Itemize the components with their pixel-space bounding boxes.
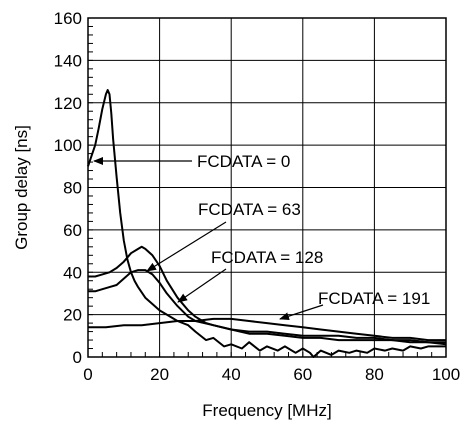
y-tick-label: 120 bbox=[54, 94, 82, 113]
x-tick-label: 20 bbox=[150, 365, 169, 384]
y-tick-label: 60 bbox=[63, 221, 82, 240]
annotation-label-2: FCDATA = 128 bbox=[211, 248, 323, 267]
annotation-arrow-2 bbox=[177, 268, 227, 303]
minor-ticks bbox=[87, 17, 447, 358]
x-tick-label: 100 bbox=[432, 365, 460, 384]
series-layer bbox=[87, 89, 447, 358]
x-tick-label: 40 bbox=[222, 365, 241, 384]
tick-labels: 0 20 40 60 80 100 0 20 40 60 80 100 120 140 160 bbox=[54, 9, 461, 384]
y-axis-label: Group delay [ns] bbox=[12, 125, 31, 250]
series-line-3 bbox=[88, 317, 446, 342]
y-tick-label: 160 bbox=[54, 9, 82, 28]
annotation-label-1: FCDATA = 63 bbox=[198, 200, 301, 219]
y-tick-label: 0 bbox=[73, 348, 82, 367]
annotations: FCDATA = 0 FCDATA = 63 FCDATA = 128 FCDATA … bbox=[93, 152, 430, 321]
annotation-arrow-1 bbox=[146, 221, 227, 272]
y-tick-label: 100 bbox=[54, 136, 82, 155]
x-tick-label: 60 bbox=[293, 365, 312, 384]
x-tick-label: 80 bbox=[365, 365, 384, 384]
y-tick-label: 20 bbox=[63, 306, 82, 325]
y-tick-label: 80 bbox=[63, 179, 82, 198]
y-tick-label: 40 bbox=[63, 263, 82, 282]
annotation-label-0: FCDATA = 0 bbox=[197, 152, 290, 171]
annotation-arrow-3 bbox=[279, 304, 324, 321]
y-tick-label: 140 bbox=[54, 51, 82, 70]
x-tick-label: 0 bbox=[83, 365, 92, 384]
annotation-label-3: FCDATA = 191 bbox=[318, 289, 430, 308]
series-line-1 bbox=[88, 245, 447, 346]
series-line-0 bbox=[87, 89, 446, 358]
x-axis-label: Frequency [MHz] bbox=[202, 401, 331, 420]
plot-frame bbox=[87, 17, 447, 358]
